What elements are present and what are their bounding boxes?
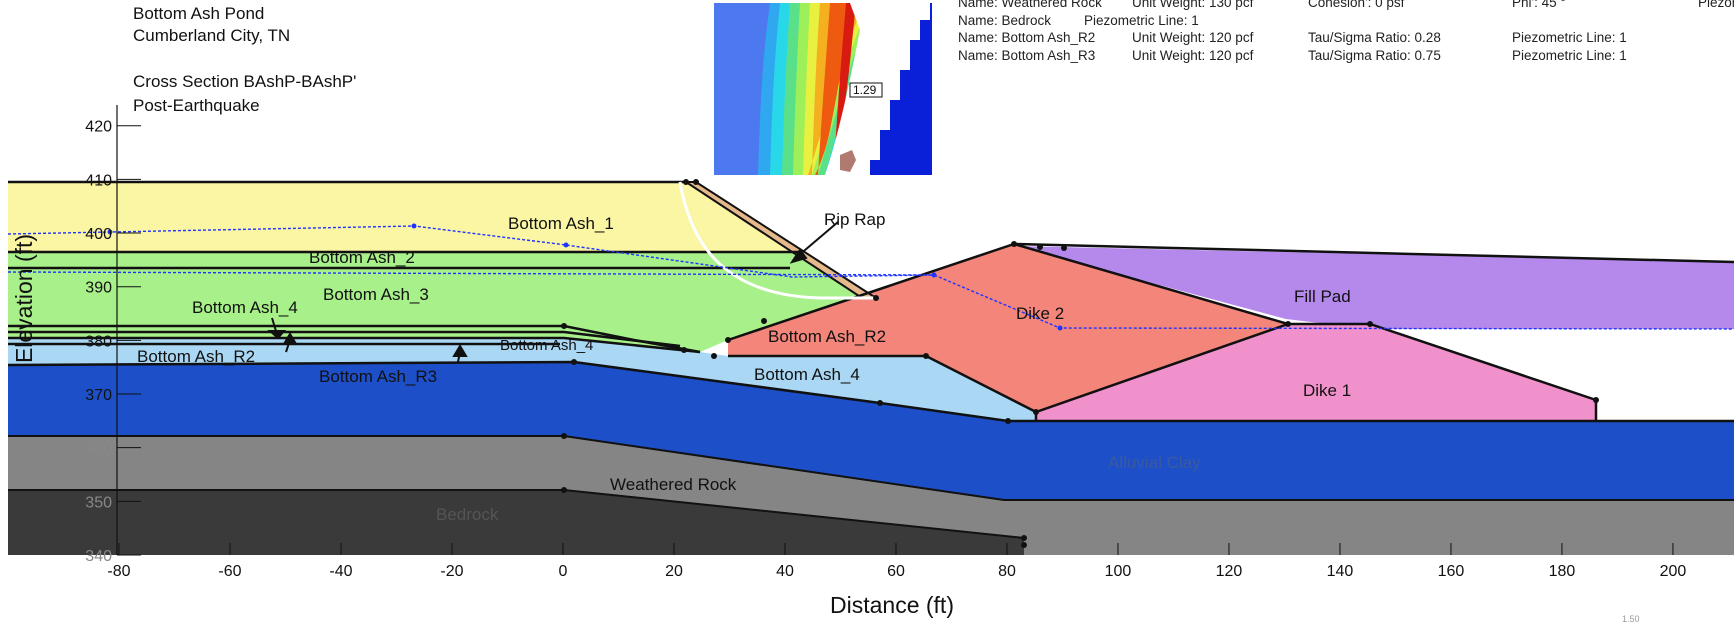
material-row: Name: Weathered Rock Unit Weight: 130 pcf… bbox=[958, 0, 1734, 12]
label-bedrock: Bedrock bbox=[436, 505, 499, 524]
material-row: Name: Bottom Ash_R2 Unit Weight: 120 pcf T… bbox=[958, 29, 1734, 47]
x-tick-label: -40 bbox=[329, 563, 352, 580]
x-tick-label: -20 bbox=[440, 563, 463, 580]
layer-boundaries bbox=[7, 180, 1734, 423]
y-ticks: 420 410 400 390 380 370 360 350 340 bbox=[85, 119, 141, 565]
title-line-2: Cumberland City, TN bbox=[133, 26, 291, 45]
x-tick-label: 160 bbox=[1438, 563, 1465, 580]
x-tick-label: 60 bbox=[887, 563, 905, 580]
x-tick-label: 40 bbox=[776, 563, 794, 580]
leader-arrows bbox=[267, 221, 839, 363]
material-cell: Cohesion': 0 psf bbox=[1308, 0, 1405, 10]
x-tick-label: 100 bbox=[1105, 563, 1132, 580]
material-cell: Unit Weight: 130 pcf bbox=[1132, 0, 1254, 10]
material-cell: Phi': 45 ° bbox=[1512, 0, 1566, 10]
label-bottom-ash-4-mid: Bottom Ash_4 bbox=[754, 365, 860, 384]
x-tick-label: 200 bbox=[1660, 563, 1687, 580]
material-properties: Name: Weathered Rock Unit Weight: 130 pcf… bbox=[958, 0, 1734, 64]
x-tick-label: 80 bbox=[998, 563, 1016, 580]
label-bottom-ash-r2-mid: Bottom Ash_R2 bbox=[768, 327, 886, 346]
bedrock-region bbox=[8, 490, 1024, 555]
label-bottom-ash-4-left: Bottom Ash_4 bbox=[192, 298, 298, 317]
corner-value: 1.50 bbox=[1622, 614, 1640, 624]
label-bottom-ash-1: Bottom Ash_1 bbox=[508, 214, 614, 233]
dike-2-region bbox=[728, 244, 1288, 412]
alluvial-clay-region bbox=[8, 362, 1734, 500]
fill-pad-region bbox=[1014, 246, 1734, 329]
material-cell: Tau/Sigma Ratio: 0.75 bbox=[1308, 47, 1441, 63]
x-tick-label: 20 bbox=[665, 563, 683, 580]
bottom-ash-4-region bbox=[8, 338, 1036, 421]
title-line-4: Post-Earthquake bbox=[133, 96, 260, 115]
material-cell: Name: Bedrock bbox=[958, 12, 1052, 28]
material-cell: Piezometric Line: 1 bbox=[1512, 47, 1627, 63]
bottom-ash-2-region bbox=[8, 252, 790, 268]
label-bottom-ash-3: Bottom Ash_3 bbox=[323, 285, 429, 304]
factor-of-safety-value: 1.29 bbox=[853, 83, 877, 97]
x-tick-label: 0 bbox=[559, 563, 568, 580]
title-line-1: Bottom Ash Pond bbox=[133, 4, 265, 23]
y-axis-label: Elevation (ft) bbox=[11, 233, 38, 364]
material-cell: Piezometric Line: 1 bbox=[1512, 30, 1627, 45]
y-tick-label: 420 bbox=[85, 119, 112, 136]
title-line-3: Cross Section BAshP-BAshP' bbox=[133, 72, 357, 91]
x-tick-label: -60 bbox=[218, 563, 241, 580]
slip-surface bbox=[678, 181, 876, 300]
y-tick-label: 370 bbox=[85, 387, 112, 404]
material-cell: Tau/Sigma Ratio: 0.28 bbox=[1308, 30, 1441, 45]
y-tick-label: 350 bbox=[85, 494, 112, 511]
material-cell: Name: Bottom Ash_R2 bbox=[958, 30, 1096, 45]
material-cell: Name: Bottom Ash_R3 bbox=[958, 47, 1096, 63]
label-bottom-ash-4-small: Bottom Ash_4 bbox=[500, 337, 593, 354]
y-tick-label: 410 bbox=[85, 172, 112, 189]
y-tick-label: 360 bbox=[85, 441, 112, 458]
y-tick-label: 380 bbox=[85, 333, 112, 350]
x-tick-label: 120 bbox=[1216, 563, 1243, 580]
x-tick-label: 140 bbox=[1327, 563, 1354, 580]
label-fill-pad: Fill Pad bbox=[1294, 287, 1351, 306]
y-tick-label: 400 bbox=[85, 226, 112, 243]
material-cell: Piezometric Line: 1 bbox=[1084, 12, 1199, 28]
region-labels: Bottom Ash_1 Bottom Ash_2 Bottom Ash_3 B… bbox=[137, 210, 1351, 524]
bottom-ash-1-region bbox=[8, 182, 790, 252]
label-dike-1: Dike 1 bbox=[1303, 381, 1351, 400]
label-bottom-ash-2: Bottom Ash_2 bbox=[309, 248, 415, 267]
material-cell: Unit Weight: 120 pcf bbox=[1132, 47, 1254, 63]
material-row: Name: Bottom Ash_R3 Unit Weight: 120 pcf T… bbox=[958, 47, 1734, 65]
label-weathered-rock: Weathered Rock bbox=[610, 475, 737, 494]
piezometric-points bbox=[107, 223, 1063, 331]
material-cell: Unit Weight: 120 pcf bbox=[1132, 30, 1254, 45]
label-dike-2: Dike 2 bbox=[1016, 304, 1064, 323]
label-alluvial-clay: Alluvial Clay bbox=[1108, 453, 1201, 472]
piezometric-lines bbox=[7, 225, 1734, 330]
x-tick-label: -80 bbox=[107, 563, 130, 580]
label-bottom-ash-r3: Bottom Ash_R3 bbox=[319, 367, 437, 386]
material-cell: Piezometric Line: 1 bbox=[1698, 0, 1734, 10]
safety-factor-inset: 1.29 bbox=[714, 3, 932, 175]
y-tick-label: 390 bbox=[85, 280, 112, 297]
x-axis-label: Distance (ft) bbox=[830, 592, 954, 618]
x-ticks: -80 -60 -40 -20 0 20 40 60 80 100 120 140 160 180 200 bbox=[107, 543, 1686, 580]
dike-1-region bbox=[1036, 324, 1596, 421]
material-row: Name: Bedrock Piezometric Line: 1 bbox=[958, 12, 1734, 30]
label-bottom-ash-r2-left: Bottom Ash_R2 bbox=[137, 347, 255, 366]
weathered-rock-region bbox=[8, 436, 1734, 555]
label-rip-rap: Rip Rap bbox=[824, 210, 885, 229]
vertex-points bbox=[561, 179, 1599, 548]
material-cell: Name: Weathered Rock bbox=[958, 0, 1102, 10]
y-tick-label: 340 bbox=[85, 548, 112, 565]
x-tick-label: 180 bbox=[1549, 563, 1576, 580]
